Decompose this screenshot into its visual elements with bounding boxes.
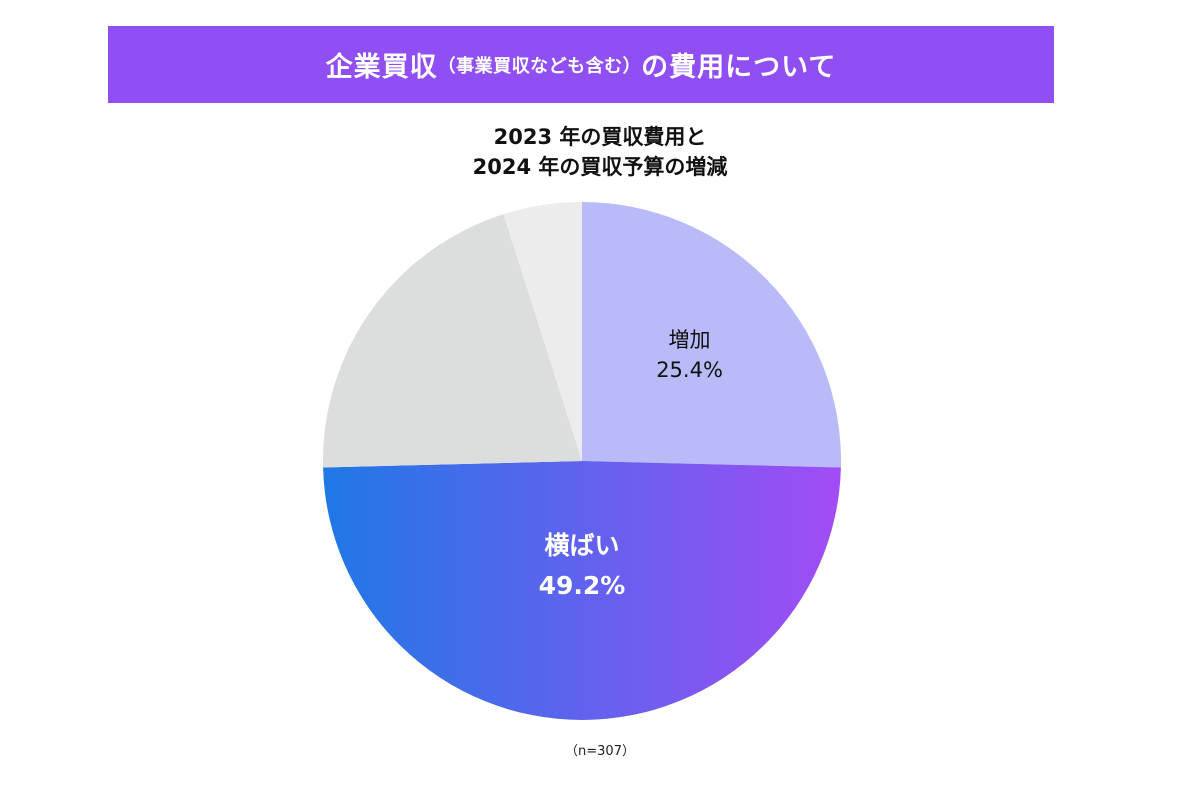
sample-size-note: （n=307）	[565, 744, 635, 759]
slice-label-横ばい: 横ばい	[544, 531, 619, 560]
header-title-end: の費用について	[641, 52, 837, 83]
slice-value-横ばい: 49.2%	[539, 571, 626, 600]
slice-label-増加: 増加	[669, 328, 711, 352]
pie-slice-増加	[582, 202, 841, 468]
pie-slice-横ばい	[323, 461, 841, 721]
slice-value-増加: 25.4%	[656, 358, 723, 382]
header-banner: 企業買収 （事業買収なども含む） の費用について	[108, 26, 1054, 103]
header-title-sub: （事業買収なども含む）	[437, 55, 642, 77]
chart-title-line-1: 2023 年の買収費用と	[493, 125, 707, 149]
chart-title-line-2: 2024 年の買収予算の増減	[472, 155, 728, 179]
pie-slice-other-2	[323, 214, 582, 468]
header-title-main: 企業買収	[325, 52, 438, 83]
pie-slice-other-3	[503, 202, 582, 461]
chart-title: 2023 年の買収費用と 2024 年の買収予算の増減	[300, 122, 900, 182]
pie-labels: 増加 25.4% 横ばい 49.2%	[539, 328, 723, 600]
pie-slices	[323, 202, 841, 721]
